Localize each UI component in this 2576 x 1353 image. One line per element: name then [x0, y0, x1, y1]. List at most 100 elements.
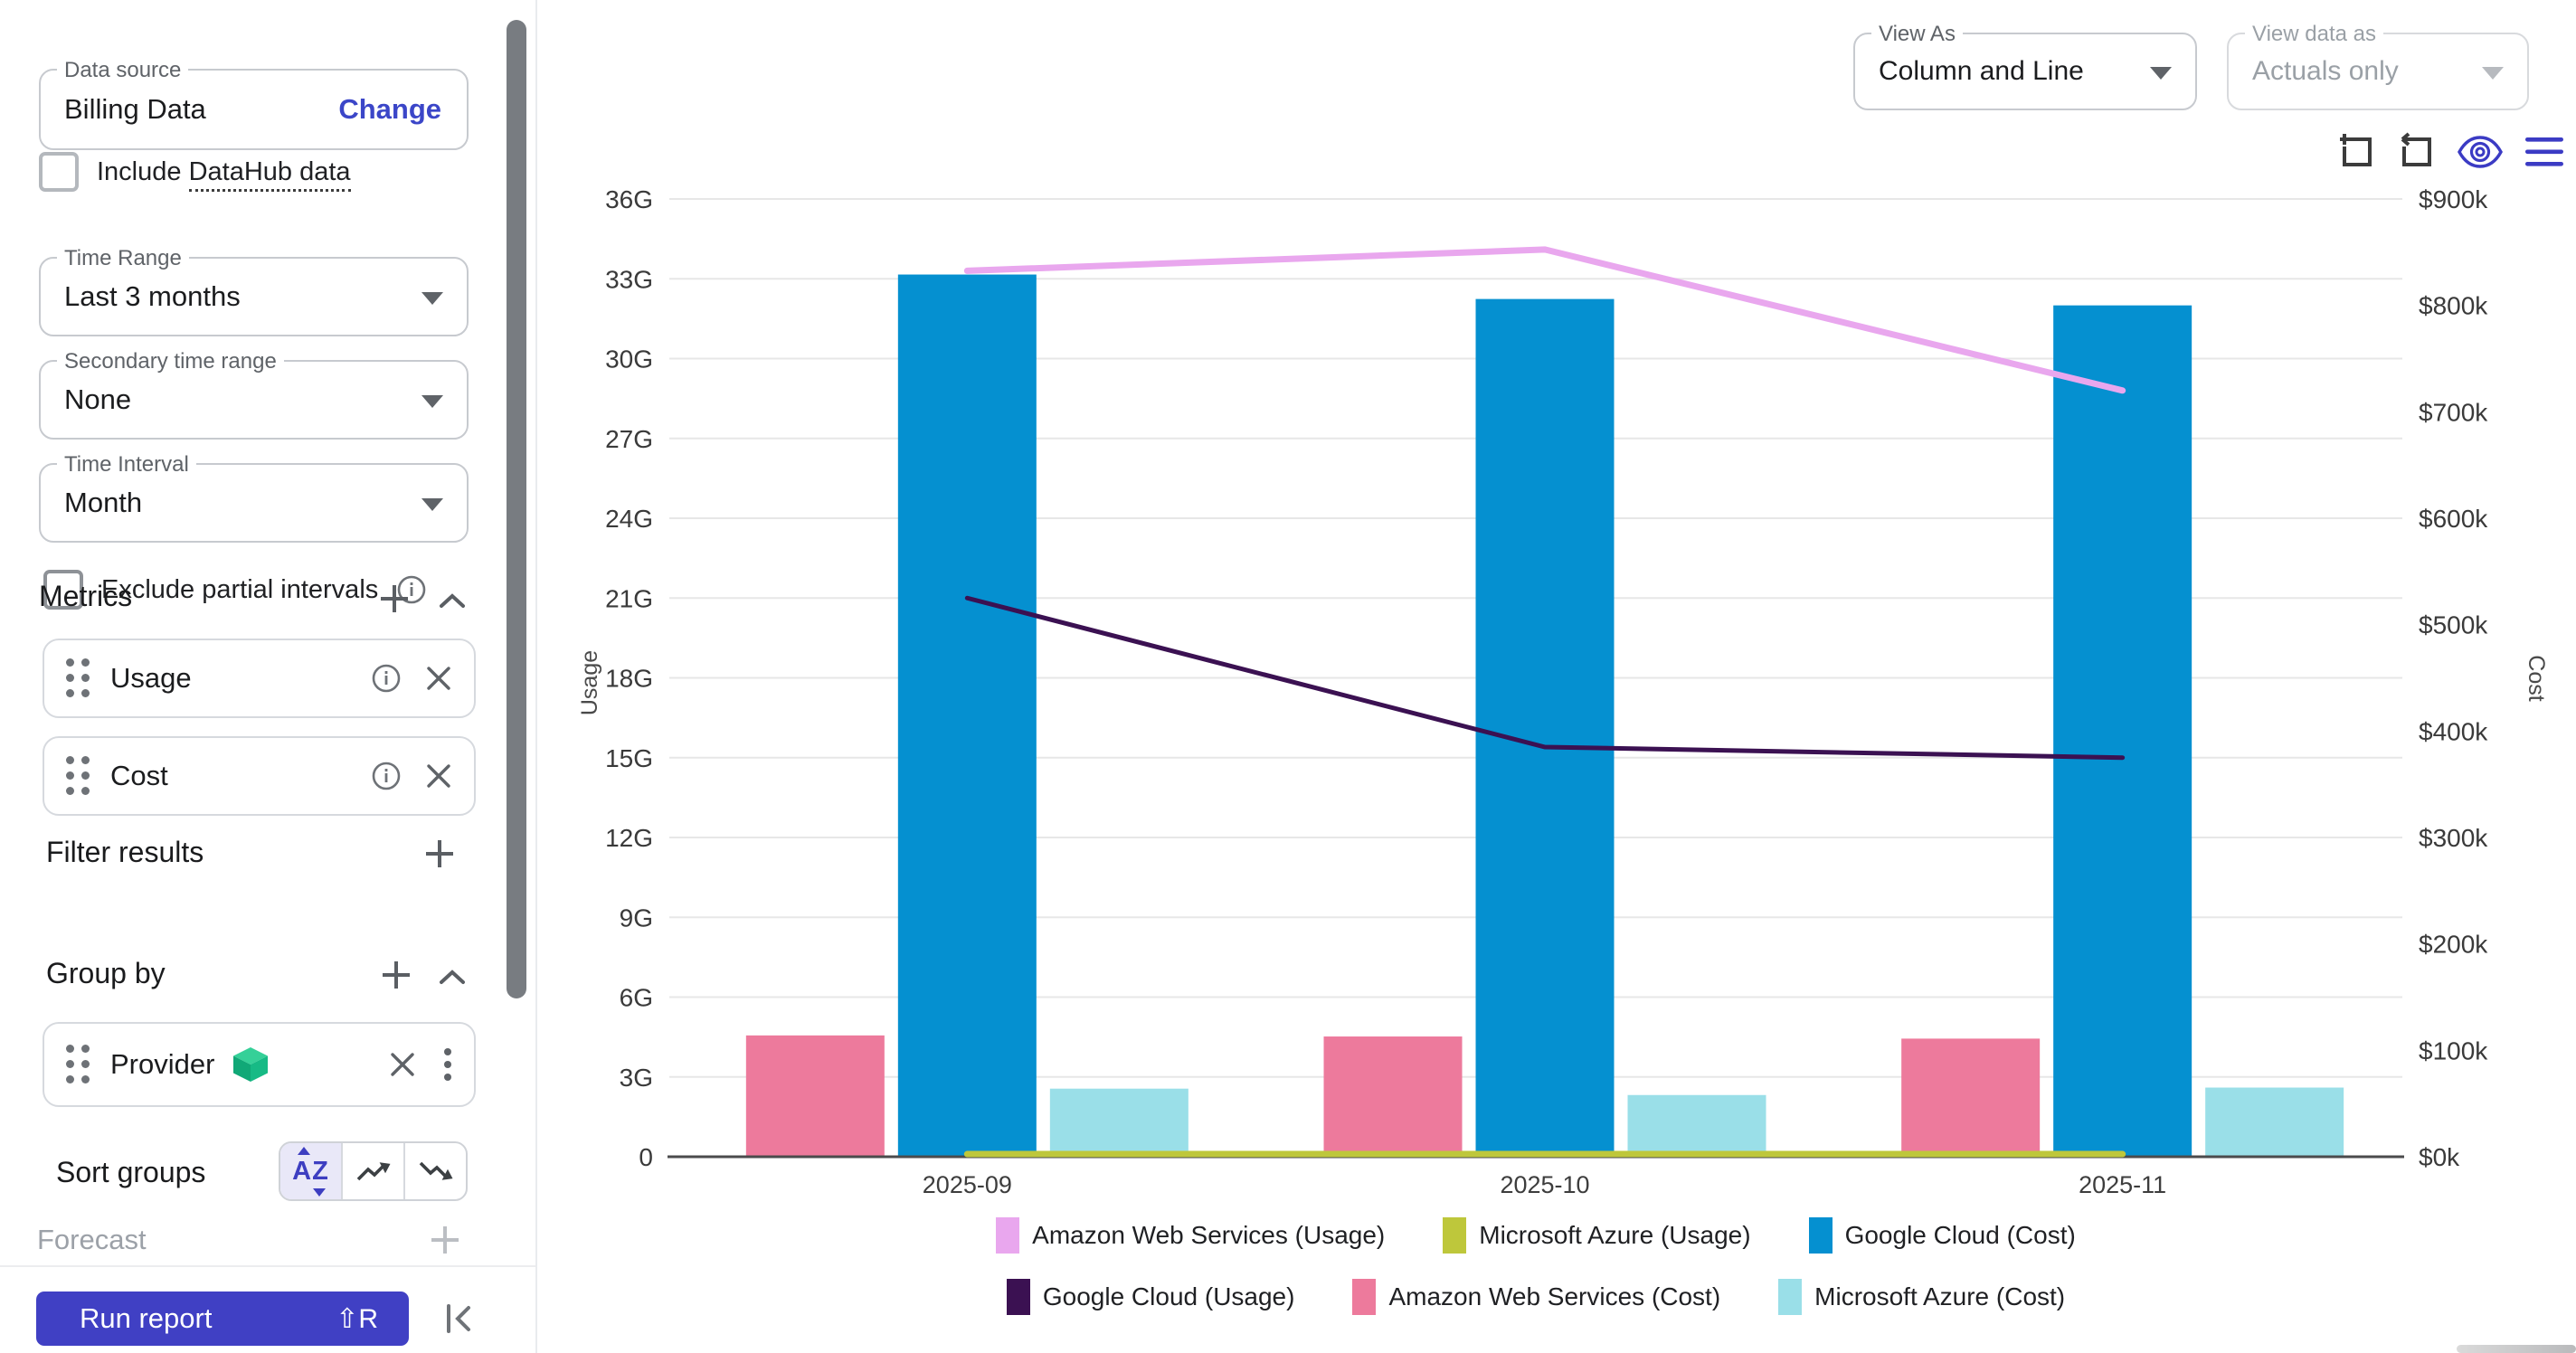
chevron-down-icon — [421, 395, 443, 408]
bar-microsoft-azure-cost-[interactable] — [2205, 1087, 2344, 1157]
chevron-down-icon — [2150, 67, 2172, 80]
legend-item[interactable]: Google Cloud (Cost) — [1808, 1217, 2076, 1254]
legend-label: Amazon Web Services (Cost) — [1388, 1282, 1721, 1310]
bar-amazon-web-services-cost-[interactable] — [745, 1035, 885, 1157]
drag-handle-icon[interactable] — [66, 658, 90, 698]
bar-google-cloud-cost-[interactable] — [2053, 305, 2192, 1158]
chevron-down-icon — [421, 292, 443, 305]
data-source-value: Billing Data — [64, 93, 206, 125]
y-axis-tick-label: 33G — [605, 265, 653, 293]
chevron-up-icon — [440, 593, 465, 608]
add-filter-button[interactable] — [418, 832, 461, 875]
info-icon[interactable] — [371, 663, 402, 694]
include-datahub-checkbox[interactable] — [39, 152, 79, 192]
bar-amazon-web-services-cost-[interactable] — [1901, 1038, 2041, 1157]
kebab-menu-icon[interactable] — [443, 1046, 452, 1083]
metric-card-usage[interactable]: Usage — [43, 639, 476, 718]
x-axis-tick-label: 2025-09 — [923, 1171, 1012, 1198]
view-as-select[interactable]: View As Column and Line — [1853, 20, 2197, 110]
secondary-time-range-select[interactable]: Secondary time range None — [39, 347, 469, 440]
legend-item[interactable]: Amazon Web Services (Usage) — [996, 1217, 1385, 1254]
sort-trend-up-button[interactable] — [343, 1143, 405, 1199]
plus-icon — [426, 840, 453, 867]
bar-amazon-web-services-cost-[interactable] — [1323, 1036, 1463, 1157]
forecast-row: Forecast — [37, 1223, 462, 1257]
include-datahub-row: Include DataHub data — [39, 152, 351, 192]
y2-axis-tick-label: $800k — [2419, 292, 2488, 320]
line-amazon-web-services-usage-[interactable] — [963, 246, 2126, 394]
bar-microsoft-azure-cost-[interactable] — [1627, 1094, 1766, 1157]
metrics-section-title: Metrics — [39, 580, 133, 612]
legend-item[interactable]: Microsoft Azure (Cost) — [1778, 1279, 2065, 1315]
add-group-button[interactable] — [374, 953, 418, 997]
group-label: Provider — [110, 1048, 215, 1080]
remove-icon[interactable] — [389, 1051, 416, 1078]
y-axis-title: Usage — [577, 650, 602, 715]
info-icon[interactable] — [371, 761, 402, 791]
reset-zoom-icon[interactable] — [2397, 132, 2437, 172]
legend-item[interactable]: Microsoft Azure (Usage) — [1443, 1217, 1751, 1254]
metric-label: Cost — [110, 760, 168, 791]
time-interval-select[interactable]: Time Interval Month — [39, 450, 469, 543]
legend-swatch — [1443, 1217, 1467, 1254]
change-data-source-button[interactable]: Change — [338, 93, 441, 125]
run-report-label: Run report — [80, 1302, 213, 1334]
x-axis-tick-label: 2025-10 — [1500, 1171, 1589, 1198]
datahub-data-link[interactable]: DataHub data — [188, 156, 351, 192]
plus-icon[interactable] — [428, 1223, 462, 1257]
sidebar-scrollbar[interactable] — [507, 20, 526, 998]
legend-swatch — [1778, 1279, 1803, 1315]
line-google-cloud-usage-[interactable] — [964, 595, 2126, 761]
bar-google-cloud-cost-[interactable] — [1475, 298, 1615, 1157]
add-metric-button[interactable] — [373, 577, 416, 620]
metric-card-cost[interactable]: Cost — [43, 736, 476, 816]
view-as-value: Column and Line — [1879, 56, 2084, 86]
time-range-label: Time Range — [57, 244, 189, 273]
collapse-sidebar-icon[interactable] — [443, 1302, 476, 1335]
time-range-value: Last 3 months — [64, 280, 241, 312]
info-icon[interactable] — [396, 574, 427, 605]
sort-alphabetical-button[interactable]: AZ — [280, 1143, 343, 1199]
chevron-down-icon — [2482, 67, 2504, 80]
x-axis-tick-label: 2025-11 — [2079, 1171, 2166, 1198]
y-axis-tick-label: 36G — [605, 185, 653, 213]
run-report-button[interactable]: Run report ⇧R — [36, 1292, 409, 1346]
legend-label: Amazon Web Services (Usage) — [1032, 1221, 1386, 1249]
exclude-partial-label: Exclude partial intervals — [101, 574, 379, 604]
y-axis-tick-label: 9G — [620, 904, 653, 932]
data-source-field: Data source Billing Data Change — [39, 56, 469, 150]
y-axis-tick-label: 0 — [639, 1143, 653, 1171]
y-axis-tick-label: 3G — [620, 1064, 653, 1092]
bar-google-cloud-cost-[interactable] — [897, 274, 1037, 1157]
collapse-group-by-button[interactable] — [431, 955, 474, 998]
y2-axis-tick-label: $0k — [2419, 1143, 2460, 1171]
y-axis-tick-label: 30G — [605, 345, 653, 374]
sort-trend-down-button[interactable] — [405, 1143, 466, 1199]
remove-icon[interactable] — [425, 762, 452, 790]
exclude-partial-checkbox[interactable] — [43, 570, 83, 610]
y-axis-tick-label: 12G — [605, 824, 653, 852]
time-range-select[interactable]: Time Range Last 3 months — [39, 244, 469, 336]
bar-microsoft-azure-cost-[interactable] — [1049, 1088, 1189, 1157]
remove-icon[interactable] — [425, 665, 452, 692]
visibility-eye-icon[interactable] — [2457, 135, 2504, 169]
y-axis-tick-label: 27G — [605, 425, 653, 453]
chart-legend-row: Google Cloud (Usage) Amazon Web Services … — [669, 1279, 2402, 1315]
collapse-metrics-button[interactable] — [431, 579, 474, 622]
secondary-time-range-label: Secondary time range — [57, 347, 284, 376]
report-config-sidebar: Data source Billing Data Change Include … — [0, 0, 537, 1353]
legend-label: Google Cloud (Usage) — [1042, 1282, 1295, 1310]
legend-item[interactable]: Amazon Web Services (Cost) — [1352, 1279, 1720, 1315]
legend-label: Google Cloud (Cost) — [1844, 1221, 2076, 1249]
metric-label: Usage — [110, 662, 192, 694]
drag-handle-icon[interactable] — [66, 756, 90, 796]
horizontal-scrollbar[interactable] — [2457, 1345, 2576, 1353]
y2-axis-tick-label: $500k — [2419, 611, 2488, 639]
group-card-provider[interactable]: Provider — [43, 1022, 476, 1107]
zoom-select-region-icon[interactable] — [2337, 132, 2377, 172]
chart-menu-icon[interactable] — [2524, 136, 2565, 168]
y2-axis-tick-label: $100k — [2419, 1036, 2488, 1064]
y-axis-tick-label: 24G — [605, 505, 653, 533]
drag-handle-icon[interactable] — [66, 1045, 90, 1084]
legend-item[interactable]: Google Cloud (Usage) — [1006, 1279, 1295, 1315]
